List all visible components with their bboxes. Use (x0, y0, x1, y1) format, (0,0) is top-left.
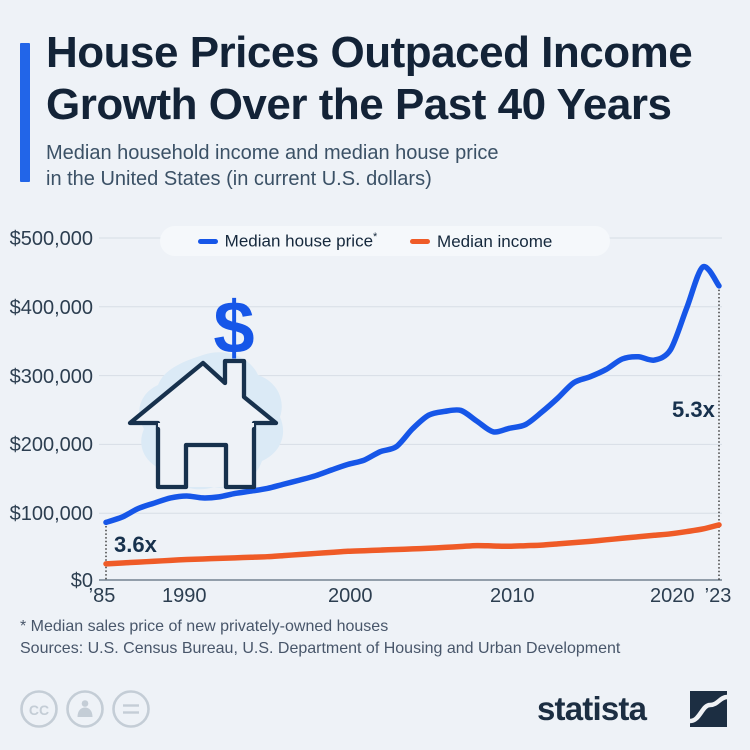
svg-text:$: $ (213, 293, 254, 369)
svg-text:CC: CC (29, 702, 49, 718)
